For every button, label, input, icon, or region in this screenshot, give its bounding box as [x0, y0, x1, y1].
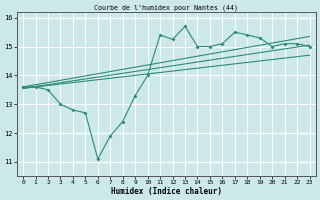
Title: Courbe de l'humidex pour Nantes (44): Courbe de l'humidex pour Nantes (44): [94, 4, 238, 11]
X-axis label: Humidex (Indice chaleur): Humidex (Indice chaleur): [111, 187, 222, 196]
